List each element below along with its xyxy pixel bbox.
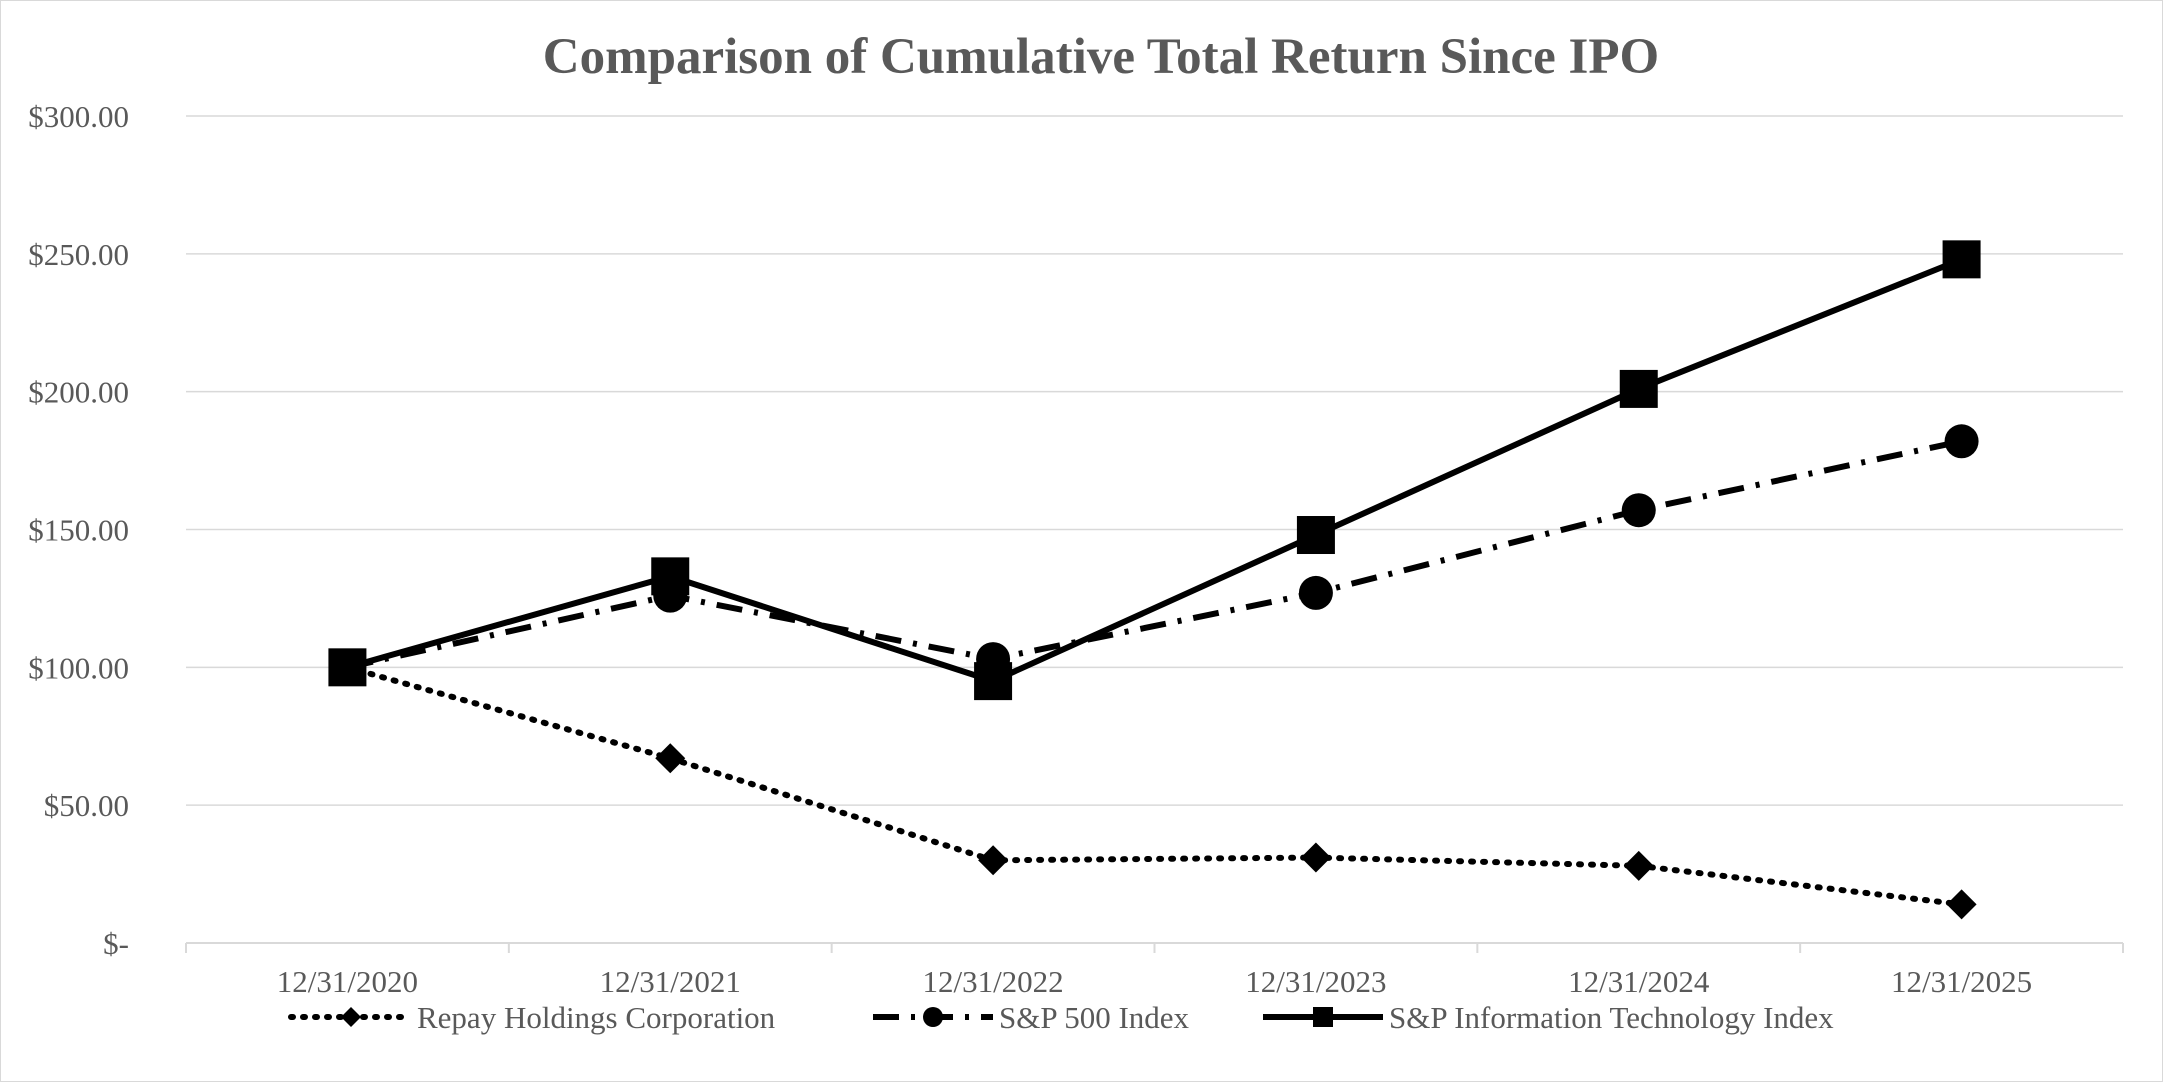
data-point-series-1 [1300, 842, 1331, 873]
legend-label-1: Repay Holdings Corporation [417, 1000, 776, 1035]
data-point-series-2 [1621, 493, 1656, 528]
y-tick-label: $100.00 [28, 650, 129, 685]
y-tick-label: $300.00 [28, 99, 129, 134]
gridlines [186, 115, 2123, 806]
x-tick-label: 12/31/2023 [1245, 964, 1386, 999]
legend-marker-2 [923, 1007, 943, 1027]
y-tick-label: $200.00 [28, 375, 129, 410]
y-tick-label: $50.00 [44, 788, 129, 823]
series-line-3 [346, 256, 1963, 685]
y-tick-label: $250.00 [28, 237, 129, 272]
data-point-series-1 [1946, 889, 1977, 920]
x-tick-label: 12/31/2020 [277, 964, 418, 999]
legend-label-2: S&P 500 Index [999, 1000, 1190, 1035]
chart-title: Comparison of Cumulative Total Return Si… [543, 29, 1659, 85]
x-tick-label: 12/31/2024 [1568, 964, 1710, 999]
data-point-series-3 [974, 662, 1013, 701]
data-point-series-1 [1623, 850, 1654, 881]
axes [185, 942, 2124, 953]
data-point-series-1 [655, 743, 686, 774]
data-point-series-2 [1298, 575, 1333, 610]
y-axis-tick-labels: $- $50.00 $100.00 $150.00 $200.00 $250.00 $300… [28, 99, 129, 961]
data-point-series-1 [978, 845, 1009, 876]
legend-label-3: S&P Information Technology Index [1389, 1000, 1834, 1035]
data-point-series-2 [1944, 424, 1979, 459]
legend-marker-1 [341, 1007, 361, 1027]
data-point-series-3 [1619, 369, 1658, 408]
series-line-1 [344, 664, 1965, 908]
x-tick-label: 12/31/2022 [922, 964, 1063, 999]
data-point-series-3 [1296, 516, 1335, 555]
data-point-series-3 [651, 557, 690, 596]
x-axis-tick-labels: 12/31/2020 12/31/2021 12/31/2022 12/31/2023… [277, 964, 2032, 999]
x-tick-label: 12/31/2021 [600, 964, 741, 999]
data-point-series-3 [328, 648, 367, 687]
series-line-2 [346, 438, 1963, 671]
legend-marker-3 [1313, 1007, 1333, 1027]
y-tick-label: $- [103, 926, 129, 961]
series-lines [328, 240, 1981, 920]
y-tick-label: $150.00 [28, 513, 129, 548]
legend: Repay Holdings Corporation S&P 500 Index S… [288, 1000, 1834, 1035]
data-point-series-3 [1942, 240, 1981, 279]
x-tick-label: 12/31/2025 [1891, 964, 2032, 999]
